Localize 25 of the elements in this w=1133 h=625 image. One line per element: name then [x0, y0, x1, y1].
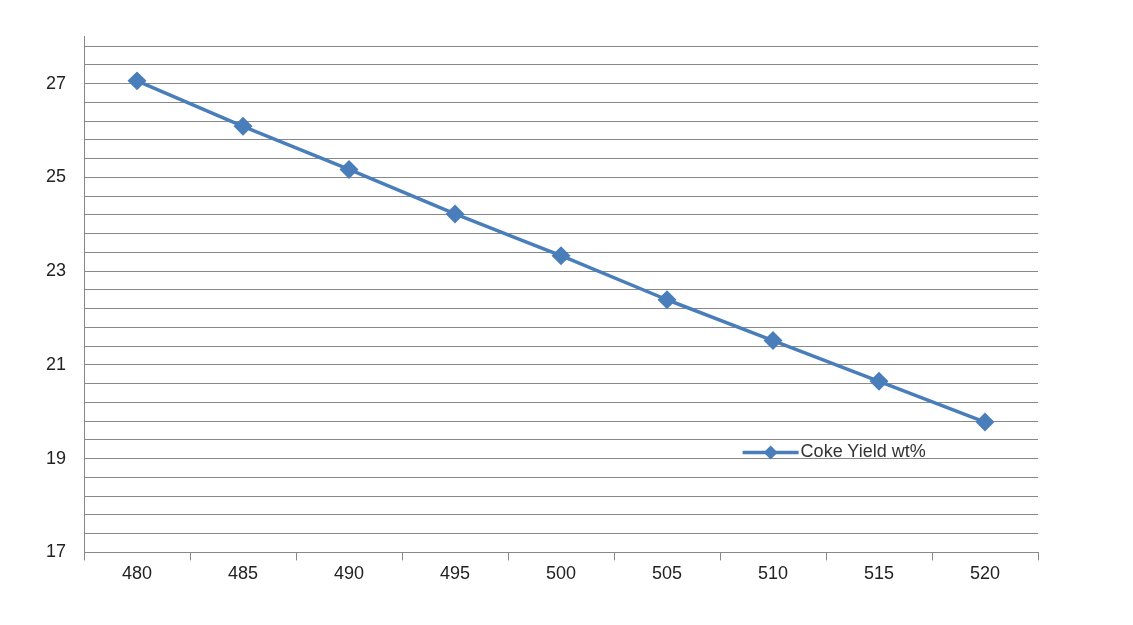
y-tick-label: 25 — [45, 166, 67, 187]
x-tick-label: 510 — [757, 563, 789, 584]
x-tick-label: 500 — [545, 563, 577, 584]
point — [658, 291, 676, 309]
x-tick-label: 515 — [863, 563, 895, 584]
point — [340, 160, 358, 179]
x-tick-label: 505 — [651, 563, 683, 584]
point — [128, 72, 146, 90]
point — [764, 331, 782, 350]
y-tick-label: 21 — [45, 353, 67, 374]
x-tick-label: 480 — [122, 563, 153, 584]
x-tick-label: 485 — [227, 563, 259, 584]
point — [552, 246, 570, 265]
x-tick-label: 520 — [969, 563, 1001, 584]
x-tick-label: 490 — [333, 563, 365, 584]
point — [870, 372, 888, 391]
point — [976, 413, 994, 431]
y-tick-label: 27 — [45, 72, 67, 93]
point — [234, 117, 252, 136]
legend-label: Coke Yield wt% — [800, 441, 926, 462]
y-tick-label: 23 — [45, 260, 67, 281]
y-tick-label: 19 — [45, 447, 67, 468]
y-tick-label: 17 — [45, 541, 67, 562]
x-tick-label: 495 — [439, 563, 471, 584]
point — [446, 205, 464, 223]
